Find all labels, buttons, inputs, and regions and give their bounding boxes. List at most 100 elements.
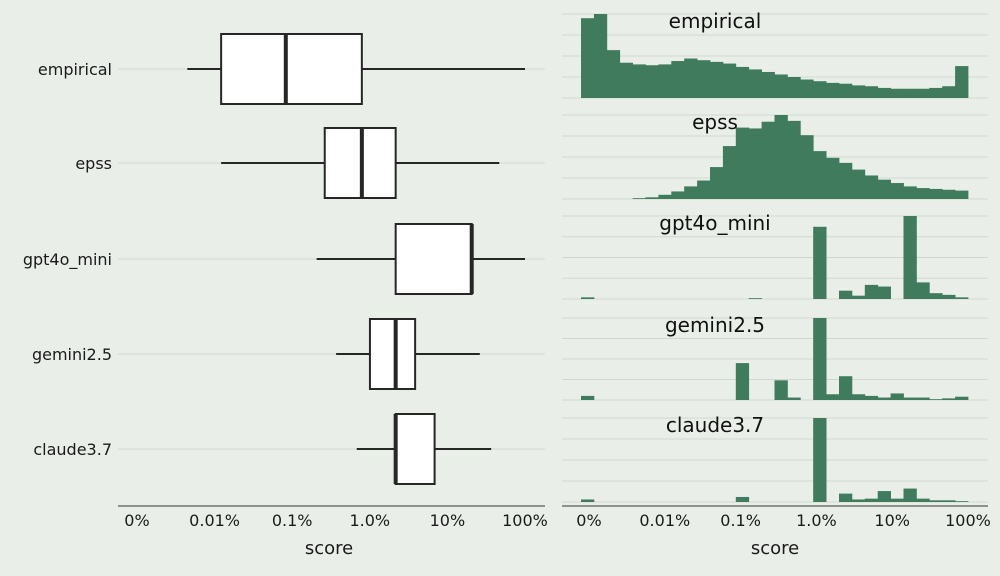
hist-bar [671,191,685,199]
panel-title: claude3.7 [666,413,764,437]
category-label: claude3.7 [33,440,112,459]
hist-bar [903,186,917,199]
category-label: gemini2.5 [32,345,112,364]
hist-bar [581,499,595,502]
hist-bar [722,146,737,199]
hist-bar [942,189,956,199]
hist-bar [645,65,659,98]
hist-bar [839,493,853,502]
hist-bar [800,135,814,199]
hist-bar [864,284,879,299]
hist-bar [787,120,801,199]
hist-bar [787,77,801,98]
hist-bar [916,397,930,400]
hist-bar [684,58,698,98]
category-label: gpt4o_mini [23,250,112,270]
hist-bar [955,190,969,199]
hist-bar [800,79,814,98]
hist-bar [619,62,633,98]
hist-bar [593,14,608,98]
hist-bar [697,60,711,98]
hist-bar [826,394,840,400]
hist-bar [839,376,853,400]
hist-bar [877,179,891,199]
hist-bar [877,87,891,98]
hist-bar [684,186,698,199]
hist-bar [774,380,788,400]
hist-bar [942,398,956,400]
hist-bar [929,87,943,98]
hist-bar [890,393,904,400]
hist-bar [916,498,930,502]
category-label: epss [75,154,112,173]
iqr-box [394,413,436,485]
x-tick-label: 1.0% [796,511,837,530]
hist-bar [632,198,646,199]
hist-bar [942,86,956,98]
hist-bar [903,88,917,98]
x-tick-label: 0.1% [272,511,313,530]
hist-bar [890,498,904,502]
hist-bar [722,63,737,98]
hist-bar [851,499,866,502]
hist-bar [851,295,866,299]
hist-bar [864,175,879,199]
hist-bar [735,496,750,502]
hist-bar [903,216,917,299]
hist-bar [632,64,646,98]
category-label: empirical [38,60,112,79]
hist-bar [658,64,672,98]
x-tick-label: 0.1% [720,511,761,530]
hist-bar [942,500,956,502]
hist-bar [774,115,788,199]
hist-bar [735,363,750,400]
hist-bar [890,88,904,98]
hist-bar [581,18,595,99]
x-tick-label: 10% [874,511,910,530]
hist-bar [787,397,801,400]
hist-bar [645,197,659,199]
x-axis-title: score [305,538,353,559]
hist-bar [955,396,969,400]
panel-title: gemini2.5 [665,313,765,337]
hist-bar [839,83,853,98]
hist-bar [710,61,724,98]
panel-title: gpt4o_mini [659,211,770,235]
x-axis-title: score [751,538,799,559]
hist-bar [658,194,672,199]
hist-bar [929,500,943,502]
hist-bar [813,418,827,502]
hist-bar [761,71,775,98]
hist-bar [813,226,827,299]
hist-bar [671,61,685,98]
hist-bar [813,151,827,199]
hist-bar [877,491,891,502]
hist-bar [735,66,750,98]
hist-bar [864,395,879,400]
hist-bar [826,82,840,98]
hist-bar [851,85,866,98]
hist-bar [916,282,930,299]
hist-bar [813,81,827,98]
hist-bar [748,298,762,299]
x-tick-label: 100% [502,511,548,530]
x-tick-label: 1.0% [349,511,390,530]
hist-bar [748,128,762,199]
hist-bar [710,167,724,199]
hist-bar [606,50,621,98]
hist-bar [903,488,917,502]
hist-bar [851,169,866,199]
hist-bar [826,157,840,199]
hist-bar [890,183,904,199]
hist-bar [697,180,711,199]
panel-title: empirical [669,9,762,33]
hist-bar [864,86,879,98]
hist-bar [813,318,827,400]
panel-title: epss [692,110,738,134]
x-tick-label: 0.01% [639,511,690,530]
hist-bar [942,294,956,299]
hist-bar [748,69,762,98]
hist-bar [955,501,969,502]
x-tick-label: 0% [576,511,601,530]
